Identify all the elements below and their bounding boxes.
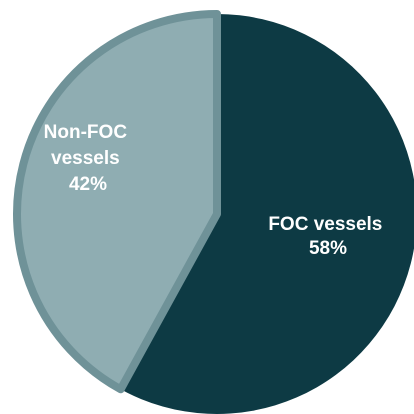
slice-label-non-foc-line-3: 42% bbox=[69, 174, 107, 195]
slice-label-non-foc-vessels: Non-FOC vessels 42% bbox=[44, 122, 133, 195]
labels-layer: FOC vessels 58% Non-FOC vessels 42% bbox=[44, 122, 387, 259]
slice-label-foc-line-1: FOC vessels bbox=[268, 214, 382, 235]
slices-layer bbox=[13, 10, 414, 414]
slice-label-foc-vessels: FOC vessels 58% bbox=[268, 214, 387, 259]
pie-slice-foc-vessels bbox=[120, 14, 414, 414]
slice-label-non-foc-line-2: vessels bbox=[51, 148, 120, 169]
pie-slice-non-foc-vessels bbox=[13, 10, 221, 394]
slice-label-foc-line-2: 58% bbox=[309, 238, 347, 259]
slice-label-non-foc-line-1: Non-FOC bbox=[44, 122, 128, 143]
